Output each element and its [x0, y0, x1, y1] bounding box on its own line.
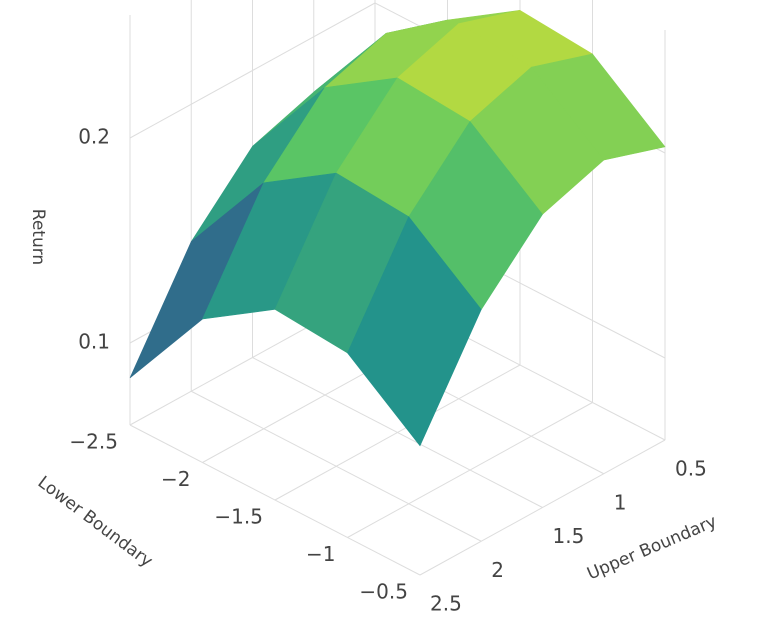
- z-axis-title: Return: [28, 209, 48, 265]
- y-tick-label: 1.5: [553, 524, 585, 548]
- grid-line: [252, 357, 543, 508]
- surface-patch: [347, 216, 482, 447]
- y-tick-label: 2: [491, 558, 504, 582]
- x-tick-label: −0.5: [359, 580, 408, 604]
- y-tick-label: 2.5: [430, 592, 462, 616]
- grid-line: [129, 2, 376, 139]
- y-tick-label: 0.5: [675, 457, 707, 481]
- z-tick-label: 0.1: [78, 330, 110, 354]
- x-axis-title: Lower Boundary: [34, 472, 156, 571]
- x-tick-label: −2.5: [69, 430, 118, 454]
- grid-line: [129, 424, 421, 576]
- x-tick-label: −1: [306, 542, 335, 566]
- grid-line: [191, 390, 482, 542]
- x-tick-label: −2: [161, 467, 190, 491]
- x-tick-label: −1.5: [214, 505, 263, 529]
- y-axis-title: Upper Boundary: [584, 512, 720, 585]
- z-tick-label: 0.2: [78, 125, 110, 149]
- y-tick-label: 1: [614, 490, 627, 514]
